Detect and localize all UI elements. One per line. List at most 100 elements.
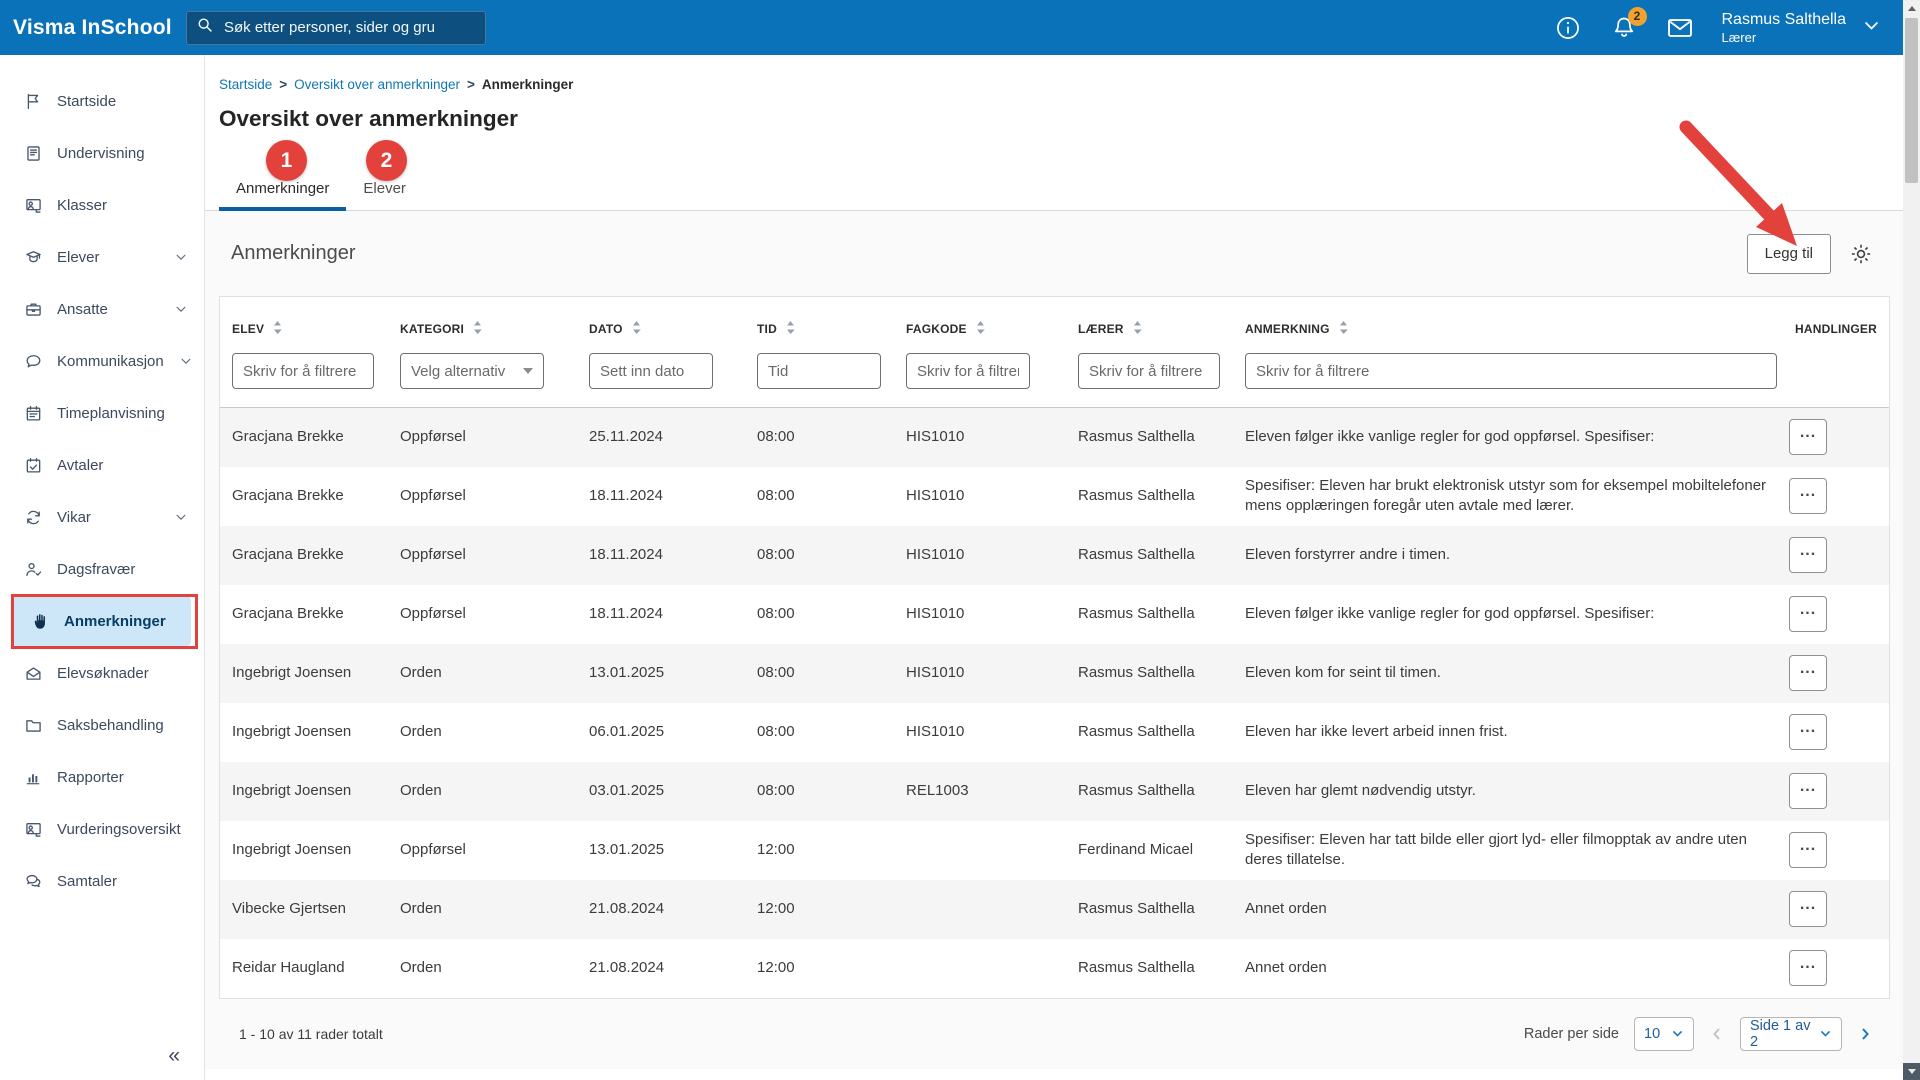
mail-icon[interactable] [1666, 14, 1694, 42]
filter-input-fagkode[interactable] [906, 353, 1030, 389]
filter-input-anmerkning[interactable] [1245, 353, 1777, 389]
cell-elev: Ingebrigt Joensen [232, 663, 352, 681]
sidebar-item-vikar[interactable]: Vikar [0, 491, 204, 543]
global-search[interactable] [186, 10, 486, 45]
column-header-fagkode[interactable]: FAGKODE [894, 297, 1066, 345]
table-row: Gracjana Brekke Oppførsel 18.11.2024 08:00 H… [220, 525, 1889, 585]
search-input[interactable] [222, 18, 475, 37]
sidebar-item-elevsoknader[interactable]: Elevsøknader [0, 647, 204, 699]
cell-elev: Ingebrigt Joensen [232, 781, 352, 799]
sidebar-item-vurderingsoversikt[interactable]: Vurderingsoversikt [0, 803, 204, 855]
chevron-down-icon [1671, 1027, 1684, 1040]
row-actions-button[interactable]: ... [1789, 655, 1827, 691]
breadcrumb-separator: > [279, 77, 288, 92]
chevron-down-icon [179, 354, 193, 368]
sidebar-item-dagsfravaer[interactable]: Dagsfravær [0, 543, 204, 595]
sidebar-item-elever[interactable]: Elever [0, 231, 204, 283]
sort-icon[interactable] [632, 321, 641, 337]
sidebar-item-rapporter[interactable]: Rapporter [0, 751, 204, 803]
rows-per-page-select[interactable]: 10 [1634, 1016, 1694, 1051]
column-header-elev[interactable]: ELEV [220, 297, 388, 345]
sidebar-item-label: Dagsfravær [57, 560, 136, 578]
sidebar-item-startside[interactable]: Startside [0, 75, 204, 127]
row-actions-button[interactable]: ... [1789, 478, 1827, 514]
filter-cell-elev [220, 345, 388, 408]
scrollbar-thumb[interactable] [1905, 18, 1918, 183]
table-section: ELEV KATEGORI DATO TID FAGKODE LÆRER ANMERKNIN… [205, 296, 1903, 1069]
cell-laerer: Rasmus Salthella [1078, 781, 1195, 799]
previous-page-button[interactable] [1709, 1026, 1725, 1042]
filter-input-elev[interactable] [232, 353, 374, 389]
column-header-dato[interactable]: DATO [577, 297, 745, 345]
column-header-tid[interactable]: TID [745, 297, 894, 345]
sort-icon[interactable] [1339, 321, 1348, 337]
sidebar-item-kommunikasjon[interactable]: Kommunikasjon [0, 335, 204, 387]
filter-input-laerer[interactable] [1078, 353, 1220, 389]
column-header-anmerkning[interactable]: ANMERKNING [1233, 297, 1779, 345]
table-row: Reidar Haugland Orden 21.08.2024 12:00 Rasmu… [220, 939, 1889, 998]
row-actions-button[interactable]: ... [1789, 891, 1827, 927]
sort-icon[interactable] [473, 321, 482, 337]
next-page-button[interactable] [1857, 1026, 1873, 1042]
sidebar-item-avtaler[interactable]: Avtaler [0, 439, 204, 491]
filter-select-kategori[interactable]: Velg alternativ [400, 353, 544, 389]
breadcrumb-item-oversikt-over-anmerkninger[interactable]: Oversikt over anmerkninger [294, 77, 460, 92]
filter-input-tid[interactable] [757, 353, 881, 389]
column-header-kategori[interactable]: KATEGORI [388, 297, 577, 345]
cell-handlinger: ... [1779, 467, 1889, 526]
cell-kategori: Oppførsel [400, 604, 466, 622]
filter-input-dato[interactable] [589, 353, 713, 389]
sidebar-item-samtaler[interactable]: Samtaler [0, 855, 204, 907]
cell-anmerkning: Annet orden [1245, 958, 1327, 976]
chevron-down-icon [174, 510, 188, 524]
sort-icon[interactable] [976, 321, 985, 337]
scroll-up-arrow[interactable] [1903, 0, 1920, 17]
tab-anmerkninger[interactable]: Anmerkninger [219, 170, 347, 211]
page-select[interactable]: Side 1 av 2 [1740, 1016, 1842, 1051]
sort-icon[interactable] [273, 321, 282, 337]
cell-anmerkning: Spesifiser: Eleven har tatt bilde eller … [1245, 830, 1747, 868]
cell-kategori: Orden [400, 958, 442, 976]
sort-icon[interactable] [786, 321, 795, 337]
sidebar-item-klasser[interactable]: Klasser [0, 179, 204, 231]
notification-badge: 2 [1627, 6, 1647, 26]
breadcrumb-item-startside[interactable]: Startside [219, 77, 273, 92]
sidebar-item-timeplanvisning[interactable]: Timeplanvisning [0, 387, 204, 439]
row-actions-button[interactable]: ... [1789, 832, 1827, 868]
row-actions-button[interactable]: ... [1789, 596, 1827, 632]
notifications-bell-icon[interactable]: 2 [1610, 6, 1647, 42]
cell-dato: 18.11.2024 [589, 545, 663, 563]
cell-handlinger: ... [1779, 585, 1889, 644]
sidebar-collapse-button[interactable]: « [168, 1044, 180, 1067]
cell-fagkode: HIS1010 [906, 545, 965, 563]
row-actions-button[interactable]: ... [1789, 419, 1827, 456]
breadcrumb: Startside > Oversikt over anmerkninger > Anm… [205, 55, 1903, 92]
gear-icon[interactable] [1849, 242, 1873, 266]
row-count-summary: 1 - 10 av 11 rader totalt [239, 1025, 383, 1042]
cell-dato: 13.01.2025 [589, 840, 665, 858]
sidebar-item-anmerkninger[interactable]: Anmerkninger [13, 595, 191, 647]
sidebar-item-saksbehandling[interactable]: Saksbehandling [0, 699, 204, 751]
cell-tid: 08:00 [757, 781, 795, 799]
scroll-down-arrow[interactable] [1903, 1063, 1920, 1080]
user-menu[interactable]: Rasmus Salthella Lærer [1722, 10, 1882, 46]
row-actions-button[interactable]: ... [1789, 714, 1827, 750]
row-actions-button[interactable]: ... [1789, 773, 1827, 809]
cell-kategori: Orden [400, 781, 442, 799]
sidebar-item-ansatte[interactable]: Ansatte [0, 283, 204, 335]
folder-icon [25, 717, 42, 734]
add-button[interactable]: Legg til [1746, 233, 1831, 274]
sort-icon[interactable] [1133, 321, 1142, 337]
row-actions-button[interactable]: ... [1789, 537, 1827, 573]
tab-elever[interactable]: Elever [363, 180, 406, 197]
column-header-laerer[interactable]: LÆRER [1066, 297, 1233, 345]
person-check-icon [25, 561, 42, 578]
sidebar-item-undervisning[interactable]: Undervisning [0, 127, 204, 179]
app-logo[interactable]: Visma InSchool [13, 15, 172, 39]
table-row: Ingebrigt Joensen Orden 13.01.2025 08:00 HIS… [220, 643, 1889, 703]
chevron-down-icon [1862, 16, 1881, 40]
info-icon[interactable] [1554, 14, 1582, 42]
table-row: Gracjana Brekke Oppførsel 25.11.2024 08:00 H… [220, 407, 1889, 467]
vertical-scrollbar[interactable] [1903, 0, 1920, 1080]
row-actions-button[interactable]: ... [1789, 950, 1827, 986]
